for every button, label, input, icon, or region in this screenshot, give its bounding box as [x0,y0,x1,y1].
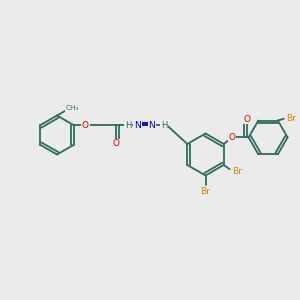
Text: CH₃: CH₃ [65,105,79,111]
Text: Br: Br [232,167,242,176]
Text: Br: Br [201,188,210,196]
Text: H: H [161,121,167,130]
Text: O: O [229,133,236,142]
Text: Br: Br [286,114,296,123]
Text: O: O [113,139,120,148]
Text: O: O [82,121,89,130]
Text: N: N [134,121,141,130]
Text: H: H [125,121,131,130]
Text: O: O [244,115,250,124]
Text: N: N [148,121,155,130]
